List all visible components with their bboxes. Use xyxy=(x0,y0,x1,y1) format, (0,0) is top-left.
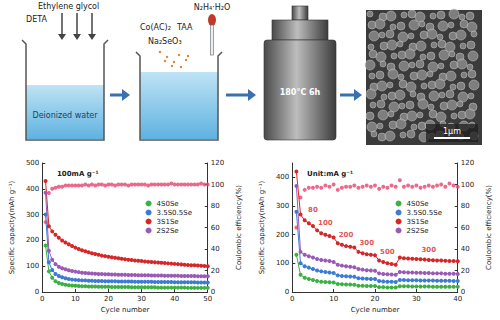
svg-text:200: 200 xyxy=(26,236,39,244)
svg-text:3.5S0.5Se: 3.5S0.5Se xyxy=(407,209,442,217)
svg-text:1μm: 1μm xyxy=(443,127,461,136)
svg-text:60: 60 xyxy=(461,224,470,232)
svg-text:180°C 6h: 180°C 6h xyxy=(280,88,321,97)
svg-text:Cycle number: Cycle number xyxy=(101,306,150,314)
svg-text:Deionized water: Deionized water xyxy=(32,111,98,120)
svg-text:10: 10 xyxy=(329,295,338,303)
svg-text:4S0Se: 4S0Se xyxy=(407,200,429,208)
svg-text:0: 0 xyxy=(285,288,289,296)
svg-text:DETA: DETA xyxy=(26,15,47,24)
svg-text:50: 50 xyxy=(203,295,212,303)
svg-text:Cycle number: Cycle number xyxy=(351,306,400,314)
svg-text:N₂H₄·H₂O: N₂H₄·H₂O xyxy=(194,3,230,12)
svg-text:0: 0 xyxy=(460,288,466,296)
svg-text:500: 500 xyxy=(380,248,395,256)
svg-text:100: 100 xyxy=(276,259,289,267)
svg-text:400: 400 xyxy=(26,185,39,193)
svg-text:200: 200 xyxy=(276,231,289,239)
svg-text:40: 40 xyxy=(453,295,462,303)
svg-text:100: 100 xyxy=(211,181,224,189)
svg-text:2S2Se: 2S2Se xyxy=(407,227,429,235)
svg-text:100: 100 xyxy=(318,219,333,227)
svg-text:TAA: TAA xyxy=(176,23,193,32)
svg-text:2S2Se: 2S2Se xyxy=(157,227,179,235)
svg-text:80: 80 xyxy=(211,202,220,210)
svg-text:300: 300 xyxy=(359,239,374,247)
svg-text:Specific capacity(mAh g⁻¹): Specific capacity(mAh g⁻¹) xyxy=(8,180,16,274)
svg-text:20: 20 xyxy=(211,267,220,275)
svg-text:400: 400 xyxy=(276,173,289,181)
svg-text:3.5S0.5Se: 3.5S0.5Se xyxy=(157,209,192,217)
svg-text:120: 120 xyxy=(211,159,224,167)
svg-text:300: 300 xyxy=(26,211,39,219)
svg-text:40: 40 xyxy=(170,295,179,303)
svg-text:300: 300 xyxy=(276,202,289,210)
svg-text:20: 20 xyxy=(371,295,380,303)
svg-text:40: 40 xyxy=(211,245,220,253)
svg-text:120: 120 xyxy=(461,159,474,167)
svg-text:80: 80 xyxy=(308,206,318,214)
svg-text:500: 500 xyxy=(26,159,39,167)
svg-text:100: 100 xyxy=(461,181,474,189)
svg-text:Na₂SeO₃: Na₂SeO₃ xyxy=(148,37,182,46)
svg-text:0: 0 xyxy=(40,295,44,303)
svg-text:3S1Se: 3S1Se xyxy=(407,218,429,226)
svg-text:Ethylene glycol: Ethylene glycol xyxy=(38,2,99,11)
svg-text:10: 10 xyxy=(71,295,80,303)
svg-text:0: 0 xyxy=(35,288,39,296)
svg-text:60: 60 xyxy=(211,224,220,232)
svg-text:0: 0 xyxy=(210,288,216,296)
svg-text:200: 200 xyxy=(339,231,354,239)
svg-text:80: 80 xyxy=(461,202,470,210)
svg-text:100: 100 xyxy=(26,262,39,270)
svg-text:0: 0 xyxy=(290,295,294,303)
svg-text:20: 20 xyxy=(104,295,113,303)
svg-text:30: 30 xyxy=(137,295,146,303)
svg-text:20: 20 xyxy=(461,267,470,275)
svg-text:Coulombic efficiency(%): Coulombic efficiency(%) xyxy=(235,185,243,270)
svg-text:Co(AC)₂: Co(AC)₂ xyxy=(140,23,171,32)
svg-text:Unit:mA g⁻¹: Unit:mA g⁻¹ xyxy=(307,170,353,178)
svg-text:4S0Se: 4S0Se xyxy=(157,200,179,208)
svg-text:30: 30 xyxy=(412,295,421,303)
svg-text:Specific capacity(mAh g⁻¹): Specific capacity(mAh g⁻¹) xyxy=(258,180,266,274)
svg-text:3S1Se: 3S1Se xyxy=(157,218,179,226)
svg-text:100mA g⁻¹: 100mA g⁻¹ xyxy=(57,170,99,178)
svg-text:Coulombic efficiency(%): Coulombic efficiency(%) xyxy=(485,185,493,270)
svg-text:300: 300 xyxy=(421,246,436,254)
svg-text:40: 40 xyxy=(461,245,470,253)
